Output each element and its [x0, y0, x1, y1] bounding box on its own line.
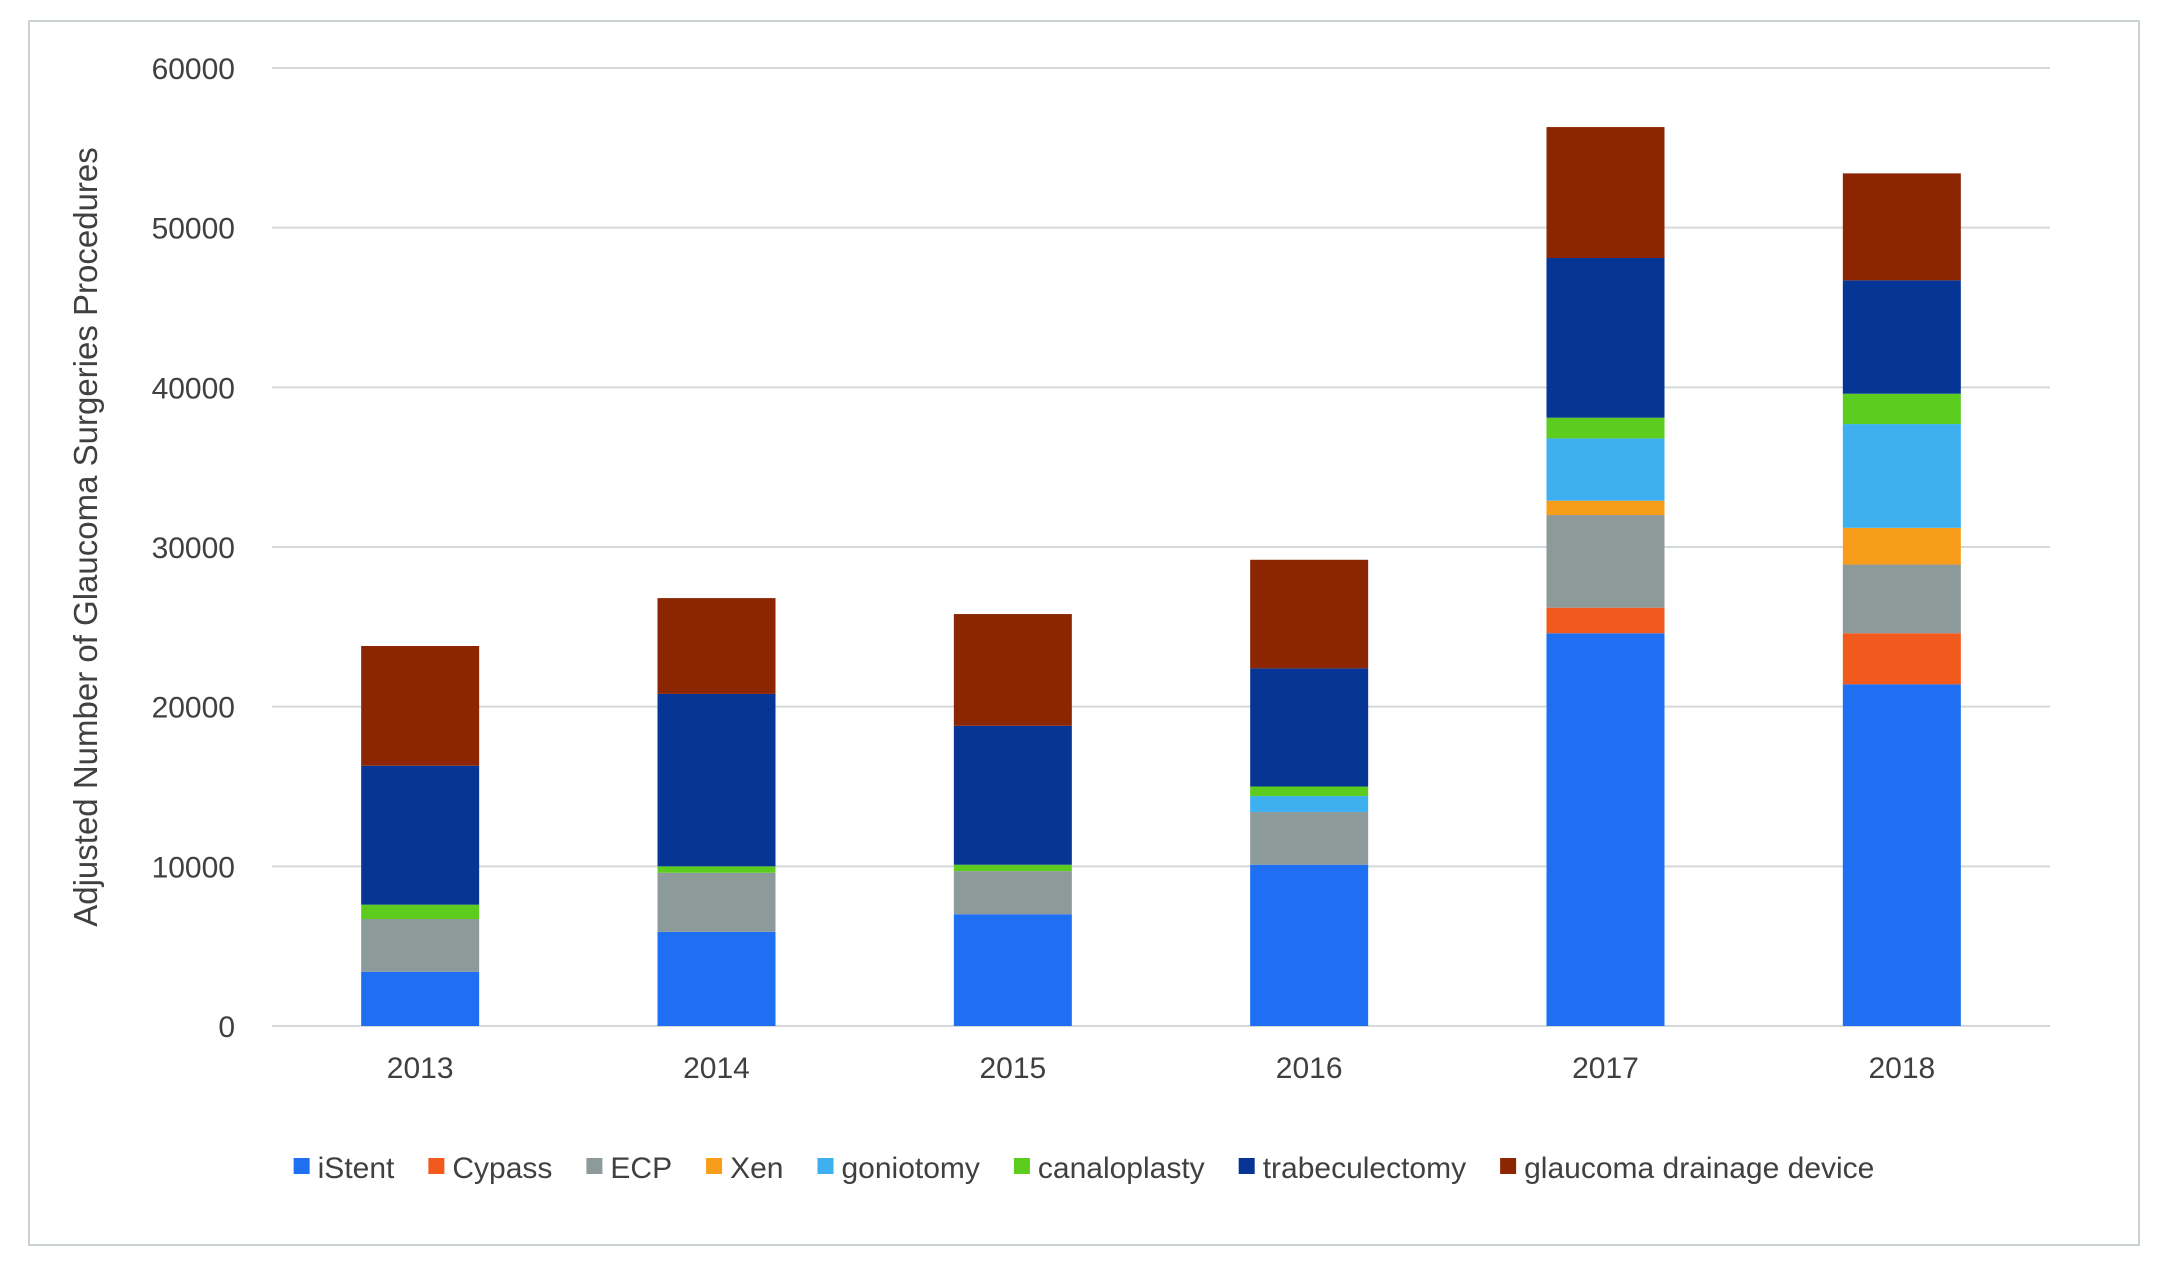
bar-2013-glaucoma-drainage-device — [361, 645, 480, 766]
bar-2016-trabeculectomy — [1250, 668, 1369, 787]
bar-2015-iStent — [953, 914, 1072, 1026]
bar-2017-canaloplasty — [1546, 417, 1665, 439]
bar-2017-Cypass — [1546, 607, 1665, 634]
y-tick-label-20000: 20000 — [152, 692, 235, 725]
bar-2014-canaloplasty — [657, 866, 776, 873]
bar-2014-ECP — [657, 872, 776, 932]
legend-label-trabeculectomy: trabeculectomy — [1263, 1152, 1466, 1185]
y-tick-label-50000: 50000 — [152, 213, 235, 246]
bar-2015-canaloplasty — [953, 864, 1072, 872]
legend-label-Cypass: Cypass — [452, 1152, 552, 1185]
bar-2013-canaloplasty — [361, 904, 480, 920]
bar-2018-trabeculectomy — [1842, 280, 1961, 394]
bar-2016-goniotomy — [1250, 796, 1369, 813]
y-tick-label-40000: 40000 — [152, 372, 235, 405]
bar-2017-glaucoma-drainage-device — [1546, 127, 1665, 259]
legend-swatch-goniotomy — [817, 1158, 834, 1174]
bar-2013-trabeculectomy — [361, 765, 480, 905]
bar-2018-canaloplasty — [1842, 393, 1961, 425]
legend-swatch-Cypass — [428, 1158, 445, 1174]
y-tick-label-30000: 30000 — [152, 532, 235, 565]
bar-2015-trabeculectomy — [953, 725, 1072, 865]
bar-2017-goniotomy — [1546, 438, 1665, 501]
legend-label-canaloplasty: canaloplasty — [1038, 1152, 1205, 1185]
bar-2018-Cypass — [1842, 633, 1961, 685]
legend-label-ECP: ECP — [610, 1152, 672, 1185]
legend-swatch-trabeculectomy — [1238, 1158, 1255, 1174]
legend-label-Xen: Xen — [730, 1152, 783, 1185]
legend-swatch-Xen — [706, 1158, 723, 1174]
bar-2017-iStent — [1546, 633, 1665, 1026]
bar-2016-ECP — [1250, 812, 1369, 865]
bar-2014-iStent — [657, 931, 776, 1026]
bar-2018-goniotomy — [1842, 424, 1961, 528]
bar-2018-glaucoma-drainage-device — [1842, 173, 1961, 281]
x-tick-label-2016: 2016 — [1276, 1052, 1343, 1085]
bar-2018-ECP — [1842, 564, 1961, 634]
legend-label-glaucoma-drainage-device: glaucoma drainage device — [1524, 1152, 1874, 1185]
x-tick-label-2015: 2015 — [979, 1052, 1046, 1085]
y-tick-label-10000: 10000 — [152, 851, 235, 884]
legend-swatch-glaucoma-drainage-device — [1500, 1158, 1517, 1174]
bar-2017-Xen — [1546, 500, 1665, 516]
bar-2013-iStent — [361, 971, 480, 1026]
bar-2014-glaucoma-drainage-device — [657, 598, 776, 694]
bar-2017-trabeculectomy — [1546, 258, 1665, 418]
bar-2013-ECP — [361, 919, 480, 972]
legend-swatch-ECP — [586, 1158, 603, 1174]
y-axis-label: Adjusted Number of Glaucoma Surgeries Pr… — [67, 147, 104, 927]
x-tick-label-2014: 2014 — [683, 1052, 750, 1085]
bar-2018-iStent — [1842, 684, 1961, 1026]
stacked-bar-chart: 0 10000 20000 30000 40000 50000 60000 Adjusted … — [67, 53, 2050, 1185]
y-tick-label-0: 0 — [218, 1011, 235, 1044]
bar-2018-Xen — [1842, 527, 1961, 565]
chart-frame: 0 10000 20000 30000 40000 50000 60000 Adjusted … — [28, 20, 2140, 1246]
legend-label-iStent: iStent — [318, 1152, 395, 1185]
x-tick-label-2013: 2013 — [387, 1052, 454, 1085]
y-tick-label-60000: 60000 — [152, 53, 235, 86]
bar-2015-ECP — [953, 871, 1072, 915]
bar-2014-trabeculectomy — [657, 693, 776, 867]
x-tick-label-2017: 2017 — [1572, 1052, 1639, 1085]
legend-swatch-canaloplasty — [1013, 1158, 1030, 1174]
bar-2016-iStent — [1250, 864, 1369, 1026]
bar-2016-canaloplasty — [1250, 786, 1369, 797]
legend-label-goniotomy: goniotomy — [841, 1152, 979, 1185]
bar-2016-glaucoma-drainage-device — [1250, 559, 1369, 669]
bar-2017-ECP — [1546, 515, 1665, 608]
legend-swatch-iStent — [293, 1158, 310, 1174]
bar-2015-glaucoma-drainage-device — [953, 614, 1072, 726]
x-tick-label-2018: 2018 — [1868, 1052, 1935, 1085]
